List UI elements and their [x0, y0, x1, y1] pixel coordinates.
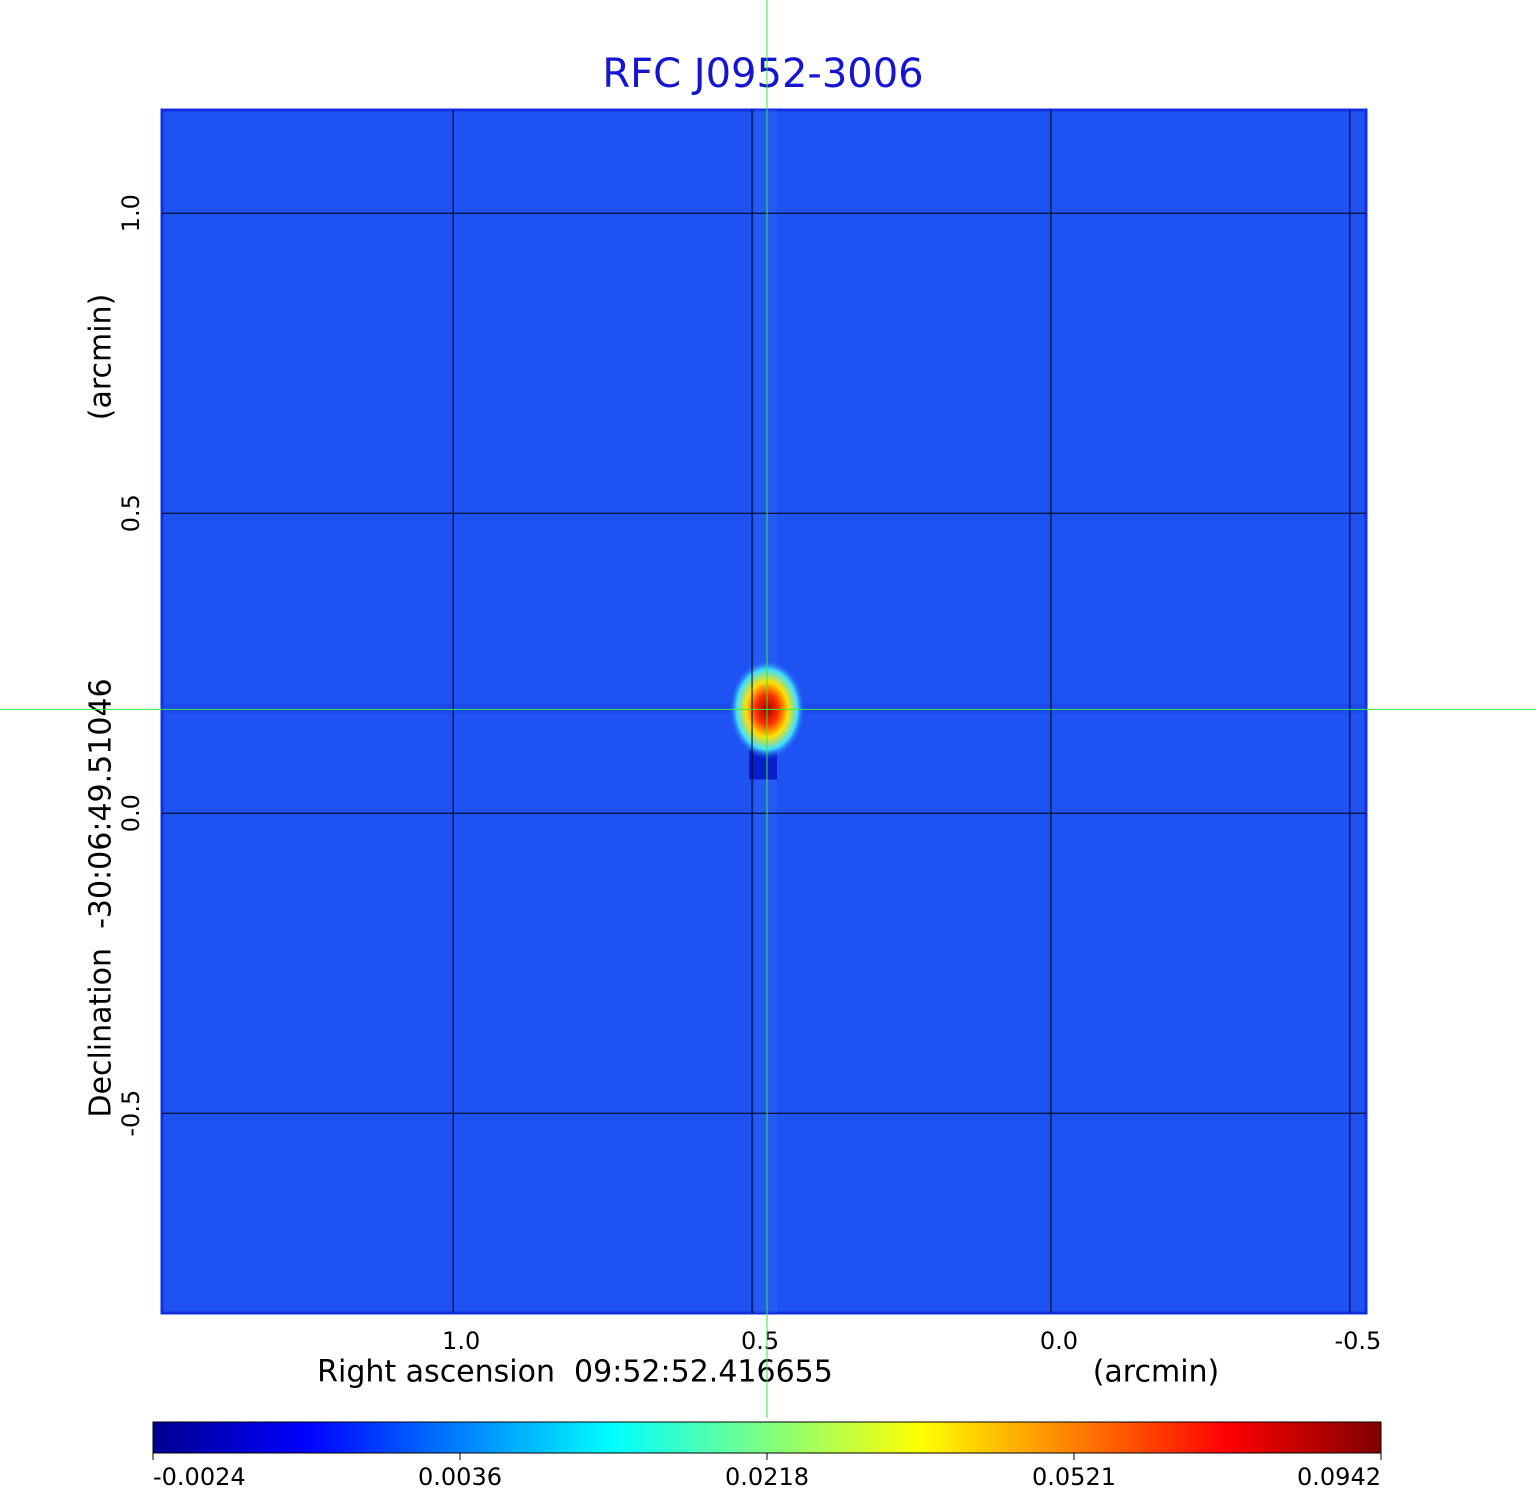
x-axis-unit: (arcmin)	[1093, 1355, 1220, 1390]
y-axis-label: Declination -30:06:49.51046	[84, 678, 119, 1117]
colorbar-tick-label: 0.0036	[418, 1463, 502, 1491]
x-tick-label: -0.5	[1334, 1327, 1381, 1355]
chart-title: RFC J0952-3006	[602, 51, 923, 97]
y-tick-label: 0.0	[117, 794, 145, 832]
colorbar-tick-label: -0.0024	[153, 1463, 246, 1491]
y-tick-label: 1.0	[117, 194, 145, 232]
colorbar-tick-label: 0.0521	[1032, 1463, 1116, 1491]
x-tick-label: 0.5	[741, 1327, 779, 1355]
colorbar-tick-label: 0.0942	[1297, 1463, 1381, 1491]
x-axis-label: Right ascension 09:52:52.416655	[317, 1355, 833, 1390]
x-tick-label: 1.0	[442, 1327, 480, 1355]
colorbar-tick-label: 0.0218	[725, 1463, 809, 1491]
colorbar	[152, 1421, 1382, 1454]
y-tick-label: -0.5	[117, 1090, 145, 1137]
x-tick-label: 0.0	[1040, 1327, 1078, 1355]
y-axis-unit: (arcmin)	[84, 294, 119, 421]
y-tick-label: 0.5	[117, 494, 145, 532]
